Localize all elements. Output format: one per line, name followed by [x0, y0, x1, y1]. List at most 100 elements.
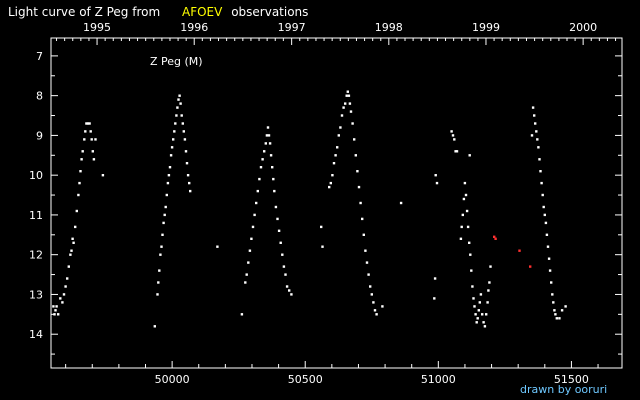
observation-point	[459, 237, 463, 240]
observation-point	[340, 114, 344, 117]
observation-point	[80, 158, 83, 161]
observation-point	[478, 301, 481, 304]
observation-point	[464, 193, 468, 197]
observation-point	[486, 301, 489, 304]
data-points	[52, 90, 567, 328]
observation-point	[189, 189, 192, 193]
observation-point	[89, 130, 92, 133]
y-tick-label: 7	[36, 50, 43, 63]
observation-point	[183, 138, 187, 141]
observation-point	[157, 281, 160, 284]
observation-point	[180, 114, 183, 117]
observation-point	[465, 209, 469, 213]
observation-point	[346, 90, 349, 93]
observation-point	[433, 277, 437, 280]
observation-point	[61, 301, 64, 304]
observation-point	[482, 321, 485, 324]
observation-point	[545, 233, 549, 236]
observation-point	[353, 138, 356, 141]
observation-point	[172, 138, 175, 141]
observation-point	[344, 102, 347, 105]
observation-point	[78, 181, 81, 185]
observation-point	[435, 181, 439, 185]
observation-point	[345, 94, 348, 97]
observation-point	[542, 205, 545, 209]
year-tick-label: 2000	[569, 21, 597, 34]
observation-point	[179, 102, 182, 105]
observation-point	[177, 98, 180, 101]
observation-point	[253, 213, 256, 217]
observation-point	[265, 134, 269, 137]
observation-point	[54, 309, 57, 312]
observation-point	[74, 225, 77, 229]
inplot-star-label: Z Peg (M)	[150, 55, 203, 68]
observation-point	[184, 150, 188, 153]
y-tick-label: 12	[29, 249, 43, 262]
observation-point	[186, 174, 190, 177]
observation-point	[182, 130, 185, 133]
observation-point	[75, 209, 78, 213]
observation-point	[85, 122, 88, 125]
observation-point	[159, 253, 162, 256]
observation-point	[538, 158, 541, 161]
observation-point	[339, 126, 342, 129]
observation-point	[469, 253, 472, 256]
observation-point	[161, 233, 164, 236]
year-tick-label: 1998	[375, 21, 403, 34]
observation-point	[59, 297, 62, 300]
observation-point	[174, 122, 177, 125]
observation-point	[248, 249, 252, 252]
observation-point	[57, 313, 60, 316]
observation-point	[173, 130, 176, 133]
observation-point	[367, 273, 370, 276]
year-tick-label: 1997	[278, 21, 306, 34]
observation-point	[536, 138, 539, 141]
credit-text: drawn by ooruri	[520, 383, 607, 396]
observation-point	[55, 305, 58, 308]
observation-point	[88, 122, 91, 125]
observation-point	[274, 205, 278, 209]
observation-point	[284, 273, 287, 276]
observation-point	[337, 134, 340, 137]
observation-point	[474, 313, 477, 316]
observation-point	[472, 297, 475, 300]
observation-point	[178, 94, 181, 97]
outlier-point	[494, 237, 497, 240]
observation-point	[70, 249, 73, 252]
observation-point	[334, 154, 337, 157]
x-tick-label: 50000	[155, 373, 190, 386]
y-tick-label: 10	[29, 169, 43, 182]
observation-point	[281, 253, 284, 256]
observation-point	[477, 309, 480, 312]
x-tick-label: 51500	[554, 373, 589, 386]
observation-point	[285, 285, 289, 288]
observation-point	[79, 170, 82, 173]
y-tick-label: 11	[29, 209, 43, 222]
observation-point	[256, 189, 259, 193]
observation-point	[158, 269, 161, 272]
observation-point	[534, 122, 537, 125]
observation-point	[543, 213, 546, 217]
observation-point	[533, 114, 536, 117]
observation-point	[288, 289, 291, 292]
outlier-point	[518, 249, 521, 252]
observation-point	[479, 293, 483, 296]
observation-point	[290, 293, 293, 296]
observation-point	[357, 185, 361, 189]
observation-point	[370, 293, 373, 296]
observation-point	[259, 166, 263, 169]
observation-point	[453, 138, 456, 141]
observation-point	[169, 154, 173, 157]
chart-title-prefix: Light curve of Z Peg from	[8, 5, 160, 19]
observation-point	[163, 213, 166, 217]
observation-point	[539, 170, 542, 173]
year-tick-label: 1999	[472, 21, 500, 34]
observation-point	[92, 158, 96, 161]
observation-point	[381, 305, 384, 308]
observation-point	[329, 181, 332, 185]
observation-point	[547, 257, 551, 260]
observation-point	[552, 301, 555, 304]
observation-point	[483, 325, 487, 328]
observation-point	[560, 309, 564, 312]
